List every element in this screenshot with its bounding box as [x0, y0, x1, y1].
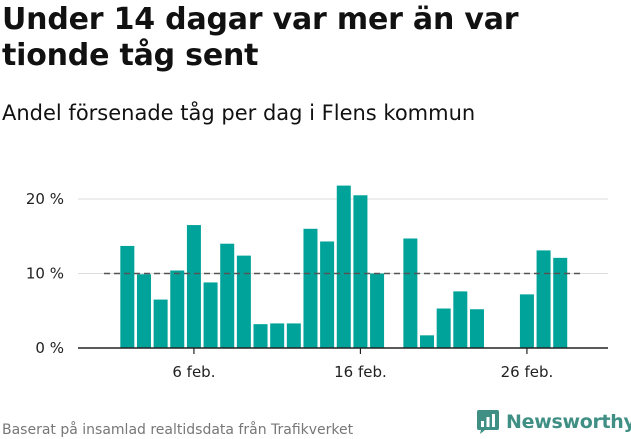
bar-10 — [270, 323, 285, 348]
brand-name: Newsworthy — [506, 411, 631, 433]
bar-19 — [420, 335, 435, 348]
bar-9 — [253, 324, 268, 348]
source-note: Baserat på insamlad realtidsdata från Tr… — [2, 422, 354, 438]
axes — [78, 347, 608, 354]
bar-26 — [536, 250, 551, 348]
bar-21 — [453, 291, 468, 348]
x-tick-label-14: 16 feb. — [334, 363, 387, 381]
bar-22 — [469, 309, 484, 348]
bar-12 — [303, 228, 318, 348]
y-tick-label-20: 20 % — [26, 190, 64, 208]
bar-chart: 0 % 10 % 20 % 6 feb. 16 feb. 26 feb. — [26, 185, 608, 381]
y-tick-labels: 0 % 10 % 20 % — [26, 190, 64, 357]
x-tick-label-4: 6 feb. — [172, 363, 215, 381]
bar-27 — [553, 257, 568, 348]
bar-18 — [403, 238, 418, 348]
y-tick-label-10: 10 % — [26, 265, 64, 283]
bar-3 — [153, 299, 168, 348]
bar-20 — [436, 308, 451, 348]
bar-6 — [203, 282, 218, 348]
bar-8 — [236, 255, 251, 348]
bar-25 — [519, 294, 534, 348]
x-tick-label-24: 26 feb. — [501, 363, 554, 381]
y-tick-label-0: 0 % — [35, 339, 64, 357]
newsworthy-logo-icon — [477, 410, 499, 434]
bar-11 — [286, 323, 301, 348]
chart-subtitle: Andel försenade tåg per dag i Flens komm… — [2, 101, 476, 125]
bar-7 — [220, 243, 235, 348]
bar-1 — [120, 245, 135, 348]
bar-4 — [170, 270, 185, 348]
bar-15 — [353, 195, 368, 348]
chart-title: Under 14 dagar var mer än var tionde tåg… — [2, 2, 519, 73]
bar-5 — [186, 225, 201, 348]
bar-14 — [336, 185, 351, 348]
x-tick-labels: 6 feb. 16 feb. 26 feb. — [172, 363, 553, 381]
bars — [120, 185, 568, 348]
bar-2 — [136, 274, 151, 348]
bar-13 — [320, 241, 335, 348]
brand-logo-group: Newsworthy — [476, 408, 631, 436]
bar-16 — [370, 273, 385, 348]
